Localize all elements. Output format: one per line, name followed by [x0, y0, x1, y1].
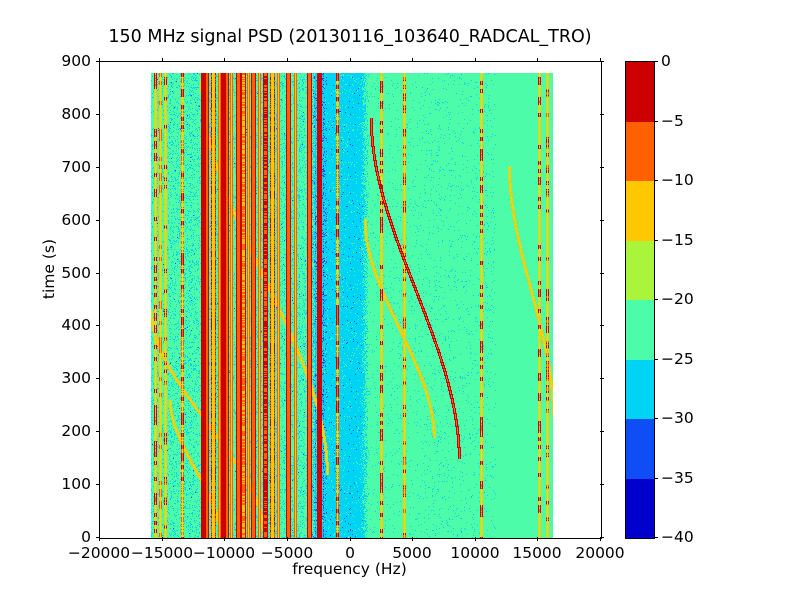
- x-axis-tick: [475, 537, 476, 541]
- colorbar-tick-label: −5: [661, 112, 684, 130]
- x-axis-tick-label: −5000: [260, 544, 314, 562]
- spectrogram-canvas: [151, 73, 553, 538]
- colorbar-tick: [654, 299, 658, 300]
- y-axis-tick-label: 700: [61, 158, 91, 176]
- colorbar-tick: [654, 418, 658, 419]
- y-axis-tick-label: 800: [61, 105, 91, 123]
- y-axis-tick-right: [600, 537, 604, 538]
- colorbar-segment: [626, 359, 654, 419]
- y-axis-tick: [96, 378, 100, 379]
- x-axis-tick-top: [475, 58, 476, 62]
- x-axis-tick-top: [537, 58, 538, 62]
- y-axis-tick-right: [600, 325, 604, 326]
- colorbar-tick: [654, 180, 658, 181]
- y-axis-tick-right: [600, 114, 604, 115]
- x-axis-tick-label: −10000: [192, 544, 256, 562]
- y-axis-tick-label: 400: [61, 316, 91, 334]
- colorbar-tick-label: −25: [661, 350, 694, 368]
- x-axis-tick: [600, 537, 601, 541]
- x-axis-tick: [537, 537, 538, 541]
- y-axis-label: time (s): [40, 238, 58, 300]
- x-axis-tick-label: 0: [345, 544, 355, 562]
- colorbar-tick: [654, 478, 658, 479]
- x-axis-tick-top: [287, 58, 288, 62]
- y-axis-tick-right: [600, 61, 604, 62]
- y-axis-tick-label: 200: [61, 422, 91, 440]
- colorbar: [625, 61, 655, 539]
- y-axis-tick: [96, 220, 100, 221]
- x-axis-tick: [162, 537, 163, 541]
- y-axis-tick-label: 300: [61, 369, 91, 387]
- colorbar-tick-label: 0: [661, 52, 671, 70]
- y-axis-tick-right: [600, 220, 604, 221]
- x-axis-label: frequency (Hz): [292, 560, 407, 578]
- y-axis-tick: [96, 431, 100, 432]
- y-axis-tick: [96, 484, 100, 485]
- y-axis-tick: [96, 114, 100, 115]
- colorbar-segment: [626, 121, 654, 181]
- x-axis-tick-label: 15000: [512, 544, 562, 562]
- y-axis-tick-right: [600, 167, 604, 168]
- x-axis-tick-top: [162, 58, 163, 62]
- page-title: 150 MHz signal PSD (20130116_103640_RADC…: [108, 27, 592, 47]
- colorbar-tick: [654, 240, 658, 241]
- x-axis-tick-top: [412, 58, 413, 62]
- colorbar-tick: [654, 61, 658, 62]
- y-axis-tick: [96, 167, 100, 168]
- y-axis-tick-label: 900: [61, 52, 91, 70]
- y-axis-tick: [96, 61, 100, 62]
- y-axis-tick-right: [600, 484, 604, 485]
- x-axis-tick-label: 10000: [450, 544, 500, 562]
- colorbar-tick-label: −10: [661, 171, 694, 189]
- x-axis-tick-top: [600, 58, 601, 62]
- colorbar-tick-label: −35: [661, 469, 694, 487]
- colorbar-segment: [626, 181, 654, 241]
- colorbar-segment: [626, 62, 654, 122]
- y-axis-tick-right: [600, 431, 604, 432]
- x-axis-tick: [287, 537, 288, 541]
- colorbar-tick: [654, 121, 658, 122]
- x-axis-tick: [224, 537, 225, 541]
- y-axis-tick: [96, 537, 100, 538]
- x-axis-tick-label: 5000: [392, 544, 432, 562]
- colorbar-segment: [626, 478, 654, 538]
- x-axis-tick-top: [99, 58, 100, 62]
- spectrogram-image: [151, 73, 553, 538]
- spectrogram-axes: [99, 61, 602, 539]
- colorbar-tick-label: −40: [661, 528, 694, 546]
- colorbar-tick: [654, 537, 658, 538]
- y-axis-tick-label: 500: [61, 264, 91, 282]
- y-axis-tick-label: 600: [61, 211, 91, 229]
- x-axis-tick: [350, 537, 351, 541]
- colorbar-tick-label: −30: [661, 409, 694, 427]
- x-axis-tick-top: [350, 58, 351, 62]
- colorbar-segment: [626, 300, 654, 360]
- colorbar-tick-label: −15: [661, 231, 694, 249]
- y-axis-tick-right: [600, 378, 604, 379]
- x-axis-tick-top: [224, 58, 225, 62]
- x-axis-tick: [412, 537, 413, 541]
- x-axis-tick-label: 20000: [575, 544, 625, 562]
- colorbar-tick-label: −20: [661, 290, 694, 308]
- y-axis-tick-right: [600, 273, 604, 274]
- y-axis-tick: [96, 325, 100, 326]
- y-axis-tick-label: 0: [81, 528, 91, 546]
- colorbar-segment: [626, 419, 654, 479]
- axes-data-area: [100, 62, 601, 538]
- colorbar-tick: [654, 359, 658, 360]
- x-axis-tick-label: −20000: [67, 544, 131, 562]
- y-axis-tick: [96, 273, 100, 274]
- colorbar-segment: [626, 240, 654, 300]
- x-axis-tick: [99, 537, 100, 541]
- y-axis-tick-label: 100: [61, 475, 91, 493]
- x-axis-tick-label: −15000: [130, 544, 194, 562]
